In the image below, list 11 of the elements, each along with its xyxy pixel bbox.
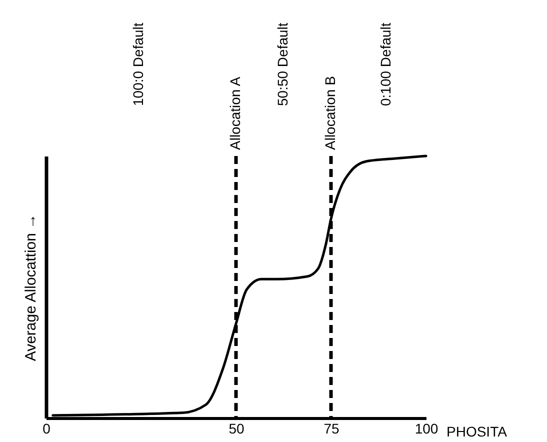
x-tick-label: 75 (324, 420, 340, 436)
ref-line-label: Allocation A (227, 76, 243, 150)
ref-line-label: Allocation B (322, 76, 338, 150)
text: 100:0 Default (130, 22, 146, 106)
text: 0:100 Default (378, 22, 394, 106)
x-tick-label: 0 (42, 420, 51, 436)
x-tick-label: 50 (228, 420, 244, 436)
y-axis-title: Average Allocattion → (22, 214, 40, 362)
x-axis-title: PHOSITA (446, 424, 508, 440)
text: 50:50 Default (274, 22, 290, 106)
x-tick-label: 100 (414, 420, 438, 436)
